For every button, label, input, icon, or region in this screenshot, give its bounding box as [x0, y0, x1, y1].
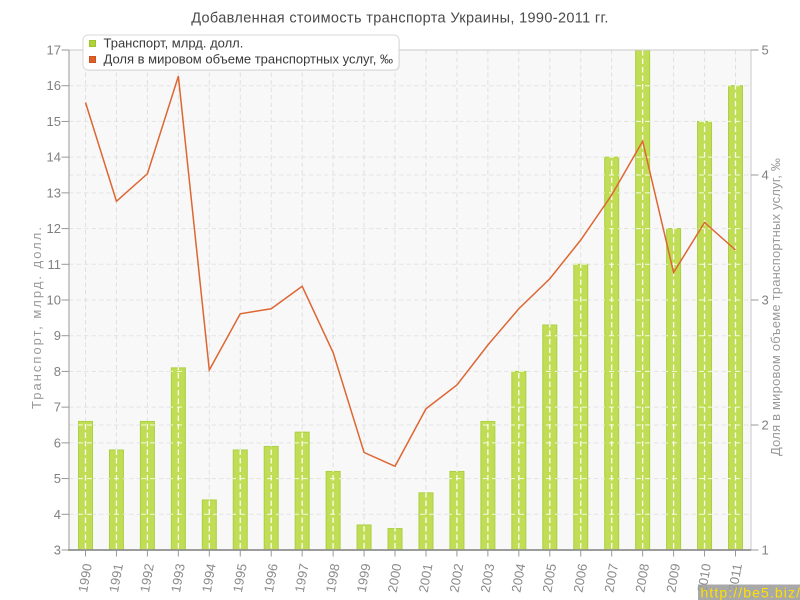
svg-text:2001: 2001	[416, 562, 436, 593]
svg-text:15: 15	[47, 114, 61, 129]
svg-text:1996: 1996	[261, 562, 281, 593]
svg-text:1999: 1999	[354, 562, 374, 593]
svg-text:2002: 2002	[447, 562, 467, 593]
svg-text:2006: 2006	[570, 562, 590, 593]
svg-text:6: 6	[54, 435, 61, 450]
svg-text:Доля в мировом объеме транспор: Доля в мировом объеме транспортных услуг…	[768, 158, 783, 456]
svg-text:7: 7	[54, 400, 61, 415]
svg-text:3: 3	[762, 293, 769, 308]
svg-text:http://be5.biz/: http://be5.biz/	[701, 585, 800, 600]
svg-text:Доля в мировом объеме транспор: Доля в мировом объеме транспортных услуг…	[104, 51, 393, 66]
svg-text:4: 4	[54, 507, 61, 522]
svg-text:5: 5	[54, 471, 61, 486]
svg-text:16: 16	[47, 78, 61, 93]
svg-text:2008: 2008	[632, 562, 652, 593]
svg-text:9: 9	[54, 328, 61, 343]
svg-text:11: 11	[48, 257, 62, 272]
svg-text:2009: 2009	[663, 562, 683, 593]
svg-text:17: 17	[47, 43, 61, 58]
svg-text:1: 1	[762, 543, 769, 558]
svg-text:Транспорт, млрд. долл.: Транспорт, млрд. долл.	[104, 35, 244, 50]
svg-text:13: 13	[47, 185, 61, 200]
svg-text:1994: 1994	[199, 562, 219, 593]
svg-text:14: 14	[47, 150, 61, 165]
svg-text:2003: 2003	[478, 562, 498, 593]
svg-text:Транспорт, млрд. долл.: Транспорт, млрд. долл.	[29, 225, 44, 409]
svg-text:Добавленная стоимость транспор: Добавленная стоимость транспорта Украины…	[191, 11, 609, 27]
svg-text:1992: 1992	[137, 562, 157, 593]
svg-text:2: 2	[762, 418, 769, 433]
svg-text:5: 5	[762, 43, 769, 58]
svg-text:1995: 1995	[230, 562, 250, 593]
svg-text:1993: 1993	[168, 562, 188, 593]
svg-text:4: 4	[762, 168, 769, 183]
svg-text:3: 3	[54, 543, 61, 558]
svg-text:8: 8	[54, 364, 61, 379]
svg-text:1990: 1990	[75, 562, 95, 593]
svg-text:2004: 2004	[508, 562, 528, 593]
svg-text:1998: 1998	[323, 562, 343, 593]
svg-text:2000: 2000	[385, 562, 405, 593]
svg-text:10: 10	[47, 293, 61, 308]
svg-text:2005: 2005	[539, 562, 559, 593]
svg-text:12: 12	[47, 221, 61, 236]
svg-text:2007: 2007	[601, 562, 621, 593]
svg-text:1997: 1997	[292, 562, 312, 593]
svg-text:1991: 1991	[106, 562, 126, 593]
